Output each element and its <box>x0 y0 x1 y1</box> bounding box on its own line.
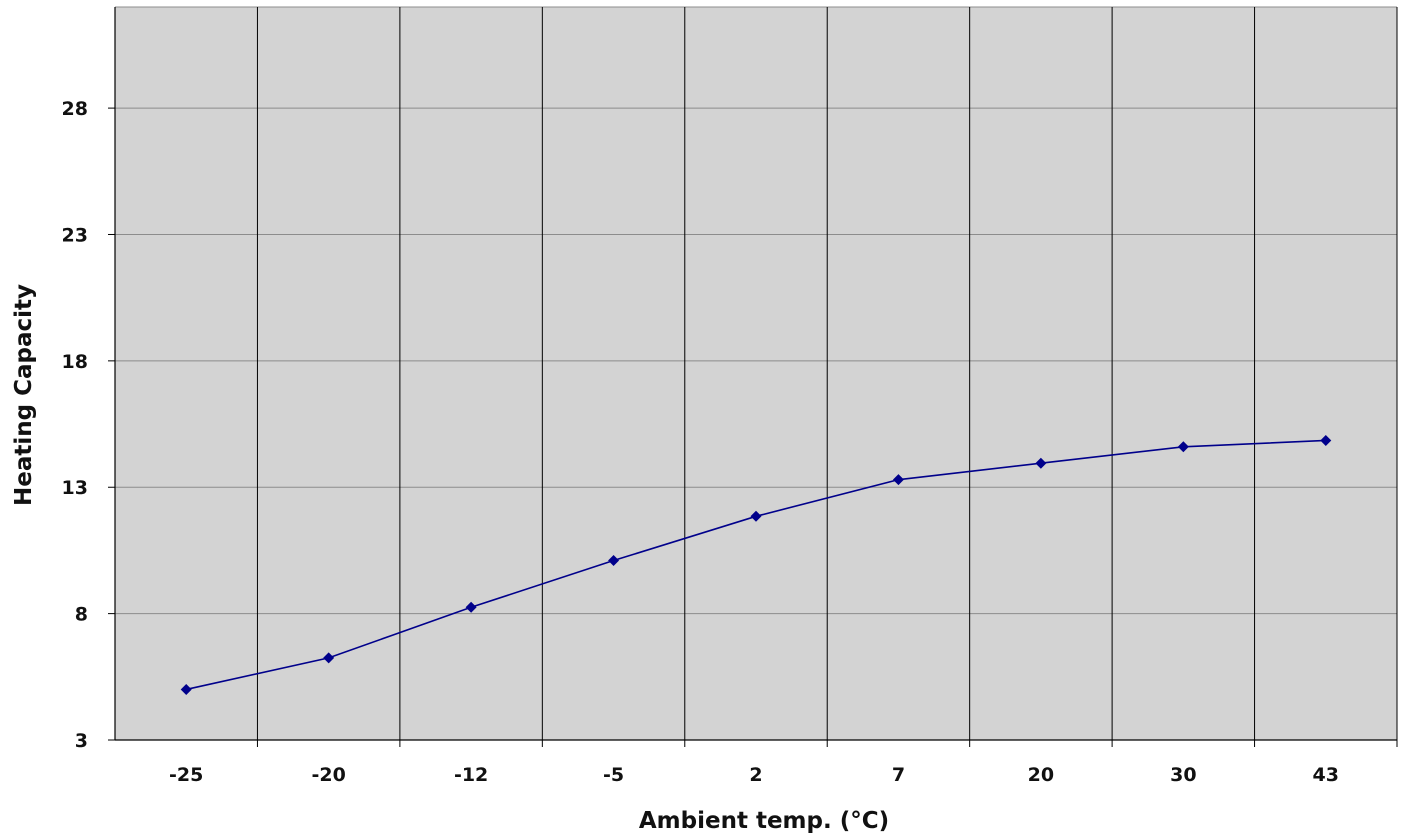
x-tick-label: 20 <box>1028 764 1054 786</box>
plot-area <box>115 7 1397 740</box>
x-tick-label: 7 <box>892 764 905 786</box>
data-point <box>465 601 477 613</box>
y-tick-labels: 3 8 13 18 23 28 <box>62 98 88 752</box>
y-tick-label: 8 <box>75 604 88 626</box>
y-tick-label: 23 <box>62 224 88 246</box>
y-tick-label: 13 <box>62 477 88 499</box>
x-tick-label: 2 <box>749 764 762 786</box>
y-axis-title: Heating Capacity <box>11 284 37 506</box>
data-point <box>1320 434 1332 446</box>
data-point <box>180 683 192 695</box>
x-tick-label: -12 <box>454 764 488 786</box>
x-tick-label: -5 <box>603 764 624 786</box>
axes <box>108 7 1398 747</box>
y-tick-label: 18 <box>62 351 88 373</box>
horizontal-gridlines <box>115 6 1397 615</box>
x-axis-title: Ambient temp. (°C) <box>639 808 889 834</box>
data-point <box>323 652 335 664</box>
y-tick-label: 3 <box>75 730 88 752</box>
vertical-gridlines <box>256 7 1398 740</box>
x-tick-label: 30 <box>1170 764 1196 786</box>
data-point <box>892 474 904 486</box>
data-series <box>180 434 1332 695</box>
data-point <box>1177 441 1189 453</box>
data-point <box>608 555 620 567</box>
x-tick-label: 43 <box>1313 764 1339 786</box>
x-tick-label: -20 <box>312 764 346 786</box>
data-point <box>1035 457 1047 469</box>
x-tick-label: -25 <box>169 764 203 786</box>
x-tick-labels: -25 -20 -12 -5 2 7 20 30 43 <box>169 764 1339 786</box>
y-tick-label: 28 <box>62 98 88 120</box>
data-point <box>750 510 762 522</box>
